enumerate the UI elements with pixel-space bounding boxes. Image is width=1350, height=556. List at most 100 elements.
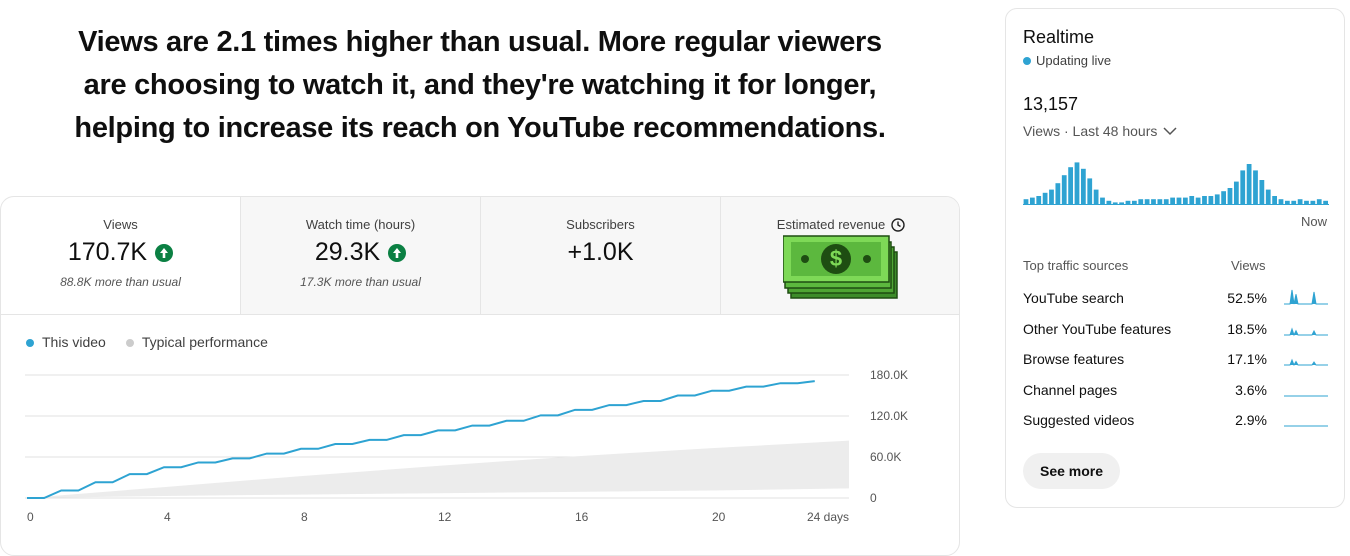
realtime-bar bbox=[1253, 170, 1258, 204]
x-tick-label: 20 bbox=[712, 510, 726, 524]
realtime-bar bbox=[1176, 197, 1182, 204]
traffic-header: Top traffic sources bbox=[1023, 258, 1129, 273]
realtime-bar bbox=[1119, 202, 1124, 204]
headline: helping to increase its reach on YouTube… bbox=[74, 112, 886, 144]
traffic-sparkline bbox=[1284, 345, 1328, 367]
realtime-bar bbox=[1106, 200, 1112, 204]
metric-tab[interactable]: Watch time (hours) 29.3K 17.3K more than… bbox=[241, 197, 481, 315]
realtime-bar bbox=[1227, 188, 1233, 204]
realtime-bar bbox=[1068, 167, 1073, 204]
realtime-bar bbox=[1023, 199, 1029, 204]
realtime-bar bbox=[1304, 200, 1309, 204]
y-tick-label: 0 bbox=[870, 491, 877, 505]
traffic-source: Channel pages bbox=[1023, 381, 1118, 398]
realtime-card: Realtime Updating live 13,157 Views · La… bbox=[1005, 8, 1345, 508]
metric-tab[interactable]: Views 170.7K 88.8K more than usual bbox=[1, 197, 241, 315]
chevron bbox=[1163, 127, 1177, 136]
traffic-sparkline bbox=[1284, 406, 1328, 428]
sparkline bbox=[1284, 358, 1328, 367]
realtime-bar bbox=[1182, 197, 1188, 204]
traffic-sparkline bbox=[1284, 284, 1328, 306]
headline: are choosing to watch it, and they're wa… bbox=[83, 69, 877, 101]
traffic-source: YouTube search bbox=[1023, 290, 1124, 306]
traffic-source: Other YouTube features bbox=[1023, 320, 1172, 337]
legend-label: Typical performance bbox=[141, 334, 268, 350]
x-tick-label: 0 bbox=[27, 510, 34, 524]
realtime-bar bbox=[1049, 189, 1054, 204]
y-tick-label: 180.0K bbox=[870, 368, 908, 382]
realtime-bar bbox=[1240, 170, 1246, 204]
realtime-bar bbox=[1138, 199, 1144, 204]
traffic-share: 52.5% bbox=[1227, 290, 1267, 306]
realtime-bar bbox=[1036, 196, 1042, 204]
views-line bbox=[27, 380, 815, 499]
traffic-value-header: Views bbox=[1231, 258, 1266, 273]
traffic-share: 18.5% bbox=[1227, 320, 1267, 337]
money-icon: $ bbox=[782, 235, 898, 299]
headline: Views are 2.1 times higher than usual. M… bbox=[78, 26, 882, 58]
realtime-bar bbox=[1093, 189, 1099, 204]
traffic-sparkline bbox=[1284, 315, 1328, 337]
metric-tab[interactable]: Subscribers +1.0K bbox=[481, 197, 721, 315]
up-icon bbox=[155, 243, 174, 262]
typical-band bbox=[27, 440, 849, 498]
metric-value: 29.3K bbox=[314, 238, 381, 266]
traffic-share: 3.6% bbox=[1235, 381, 1267, 398]
realtime-bar bbox=[1144, 199, 1150, 204]
metric-note: 88.8K more than usual bbox=[60, 275, 181, 289]
legend-item[interactable]: Typical performance bbox=[125, 334, 268, 350]
period-selector[interactable]: Views · Last 48 hours bbox=[1023, 123, 1177, 139]
traffic-source: Browse features bbox=[1023, 351, 1125, 368]
traffic-share: 2.9% bbox=[1235, 412, 1267, 429]
realtime-bar bbox=[1100, 197, 1105, 204]
live-dot bbox=[1023, 56, 1031, 65]
metric-label: Views bbox=[103, 217, 138, 232]
realtime-bar bbox=[1042, 192, 1048, 204]
realtime-bar bbox=[1278, 199, 1284, 204]
x-tick-label: 24 days bbox=[807, 510, 849, 524]
metric-value: 170.7K bbox=[67, 238, 148, 266]
realtime-bar bbox=[1163, 199, 1169, 204]
clock-icon bbox=[891, 217, 905, 232]
metric-note: 17.3K more than usual bbox=[300, 275, 421, 289]
realtime-bar bbox=[1170, 197, 1175, 204]
realtime-bar bbox=[1310, 200, 1316, 204]
sparkline bbox=[1284, 289, 1328, 305]
bars-end-label: Now bbox=[1300, 214, 1327, 229]
realtime-bar bbox=[1323, 200, 1328, 204]
traffic-sparkline bbox=[1284, 376, 1328, 398]
metric-label: Watch time (hours) bbox=[305, 217, 416, 232]
x-tick-label: 8 bbox=[301, 510, 308, 524]
realtime-status: Updating live bbox=[1036, 53, 1112, 68]
realtime-bar bbox=[1284, 200, 1290, 204]
x-tick-label: 12 bbox=[438, 510, 452, 524]
legend: This video Typical performance bbox=[26, 334, 268, 350]
metric-value: +1.0K bbox=[567, 238, 634, 266]
realtime-bar bbox=[1195, 197, 1201, 204]
sparkline bbox=[1284, 395, 1328, 397]
y-tick-label: 120.0K bbox=[870, 409, 908, 423]
see-more-button[interactable]: See more bbox=[1023, 453, 1121, 489]
metric-label: Estimated revenue bbox=[776, 217, 886, 232]
metric-tab[interactable]: Estimated revenue $ bbox=[721, 197, 959, 315]
traffic-share: 17.1% bbox=[1227, 351, 1267, 368]
legend-item[interactable]: This video bbox=[26, 334, 106, 350]
realtime-bar bbox=[1080, 168, 1086, 204]
realtime-bar bbox=[1265, 189, 1271, 204]
realtime-bar bbox=[1151, 199, 1156, 204]
legend-label: This video bbox=[42, 334, 106, 350]
traffic-source: Suggested videos bbox=[1023, 412, 1135, 429]
realtime-bar bbox=[1189, 196, 1195, 204]
period-label: Views · Last 48 hours bbox=[1023, 123, 1158, 139]
realtime-bar bbox=[1131, 200, 1137, 204]
realtime-bar bbox=[1297, 199, 1303, 204]
realtime-bar bbox=[1125, 200, 1131, 204]
realtime-bar bbox=[1087, 178, 1093, 204]
realtime-title: Realtime bbox=[1023, 27, 1095, 47]
realtime-bar bbox=[1029, 197, 1035, 204]
realtime-bars bbox=[1023, 162, 1329, 205]
analytics-card: Views 170.7K 88.8K more than usual Watch… bbox=[0, 196, 960, 556]
realtime-bar bbox=[1208, 196, 1214, 204]
sparkline bbox=[1284, 327, 1328, 336]
